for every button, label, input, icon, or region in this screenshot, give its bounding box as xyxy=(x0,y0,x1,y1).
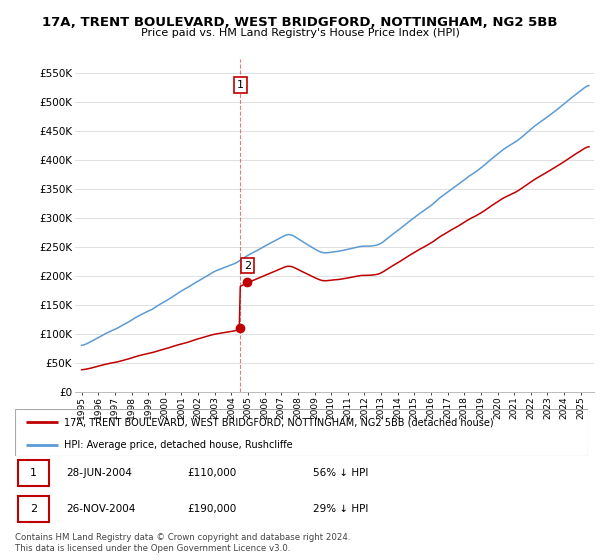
Text: 56% ↓ HPI: 56% ↓ HPI xyxy=(313,468,368,478)
Text: 2: 2 xyxy=(244,260,251,270)
Text: 29% ↓ HPI: 29% ↓ HPI xyxy=(313,504,368,514)
Text: HPI: Average price, detached house, Rushcliffe: HPI: Average price, detached house, Rush… xyxy=(64,440,292,450)
Bar xyxy=(18,496,49,522)
Text: 17A, TRENT BOULEVARD, WEST BRIDGFORD, NOTTINGHAM, NG2 5BB: 17A, TRENT BOULEVARD, WEST BRIDGFORD, NO… xyxy=(42,16,558,29)
Text: 17A, TRENT BOULEVARD, WEST BRIDGFORD, NOTTINGHAM, NG2 5BB (detached house): 17A, TRENT BOULEVARD, WEST BRIDGFORD, NO… xyxy=(64,417,493,427)
Text: 1: 1 xyxy=(237,80,244,90)
Bar xyxy=(18,460,49,486)
Text: 28-JUN-2004: 28-JUN-2004 xyxy=(67,468,133,478)
Text: Price paid vs. HM Land Registry's House Price Index (HPI): Price paid vs. HM Land Registry's House … xyxy=(140,28,460,38)
Text: 1: 1 xyxy=(30,468,37,478)
Text: 26-NOV-2004: 26-NOV-2004 xyxy=(67,504,136,514)
Text: Contains HM Land Registry data © Crown copyright and database right 2024.
This d: Contains HM Land Registry data © Crown c… xyxy=(15,533,350,553)
Text: £110,000: £110,000 xyxy=(187,468,236,478)
Text: £190,000: £190,000 xyxy=(187,504,236,514)
Text: 2: 2 xyxy=(30,504,37,514)
